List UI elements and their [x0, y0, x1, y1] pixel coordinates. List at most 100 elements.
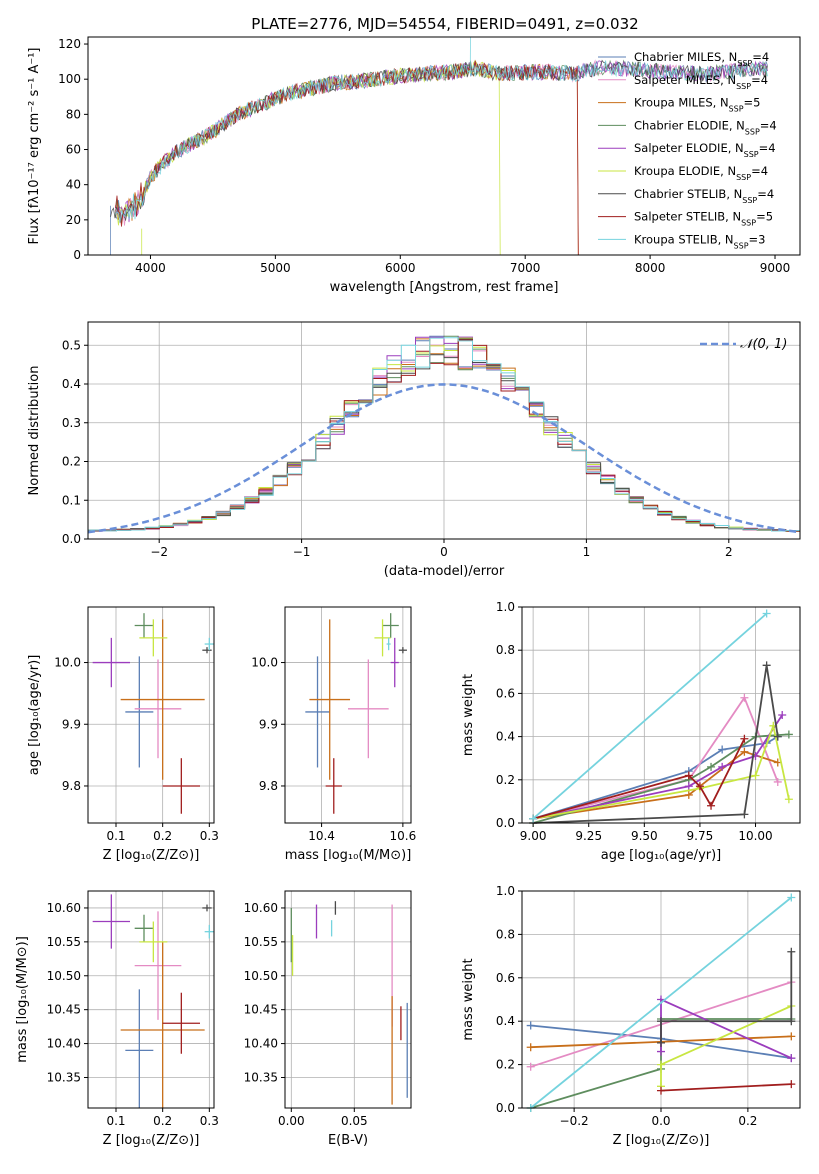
- legend: Chabrier MILES, NSSP=4 Salpeter MILES, NS…: [598, 50, 777, 250]
- data-point: [92, 894, 130, 949]
- x-tick-label: 2: [725, 545, 733, 559]
- y-tick-label: 0.2: [496, 773, 515, 787]
- weight-series: [526, 893, 796, 1112]
- x-axis-label: wavelength [Angstrom, rest frame]: [330, 280, 559, 295]
- y-tick-label: 0.8: [496, 643, 515, 657]
- data-point: [134, 613, 154, 638]
- data-point: [134, 659, 182, 759]
- x-tick-label: 9.00: [520, 829, 547, 843]
- plot-frame: [87, 890, 215, 1109]
- x-tick-label: 0.2: [153, 1114, 172, 1128]
- x-tick-label: 0.2: [153, 829, 172, 843]
- x-tick-label: 9.75: [687, 829, 714, 843]
- y-tick-label: 0.0: [496, 1101, 515, 1115]
- y-tick-label: 10.45: [47, 1003, 81, 1017]
- histograms: [88, 335, 800, 534]
- series-marker: [787, 1080, 796, 1089]
- axes: 0.1 0.2 0.3 10.35 10.40 10.45 10.50 10.55 10.60 Z…: [15, 901, 219, 1148]
- x-tick-label: 1: [583, 545, 591, 559]
- y-tick-label: 0.4: [496, 1014, 515, 1028]
- legend-label: Chabrier STELIB, NSSP=4: [634, 187, 774, 205]
- y-tick-label: 0.4: [62, 377, 81, 391]
- plot-frame: [87, 321, 801, 540]
- y-axis-label: mass [log₁₀(M/M⊙)]: [15, 936, 30, 1063]
- data-point: [120, 619, 205, 780]
- y-tick-label: 10.60: [47, 901, 81, 915]
- series-line: [660, 1083, 792, 1092]
- plot-frame: [521, 606, 801, 824]
- series-marker: [778, 711, 787, 719]
- series-marker: [707, 801, 716, 810]
- y-tick-label: 10.40: [47, 1037, 81, 1051]
- error-bars: [92, 613, 214, 814]
- panel-5: 9.00 9.25 9.50 9.75 10.00 0.0 0.2 0.4 0.6 0.8 1.0 a…: [461, 600, 801, 863]
- series-line: [530, 896, 792, 1109]
- data-point: [139, 921, 168, 963]
- x-tick-label: 8000: [635, 261, 666, 275]
- series-marker: [787, 1032, 796, 1041]
- x-tick-label: 0.1: [106, 829, 125, 843]
- plot-frame: [87, 606, 215, 824]
- series-marker: [751, 771, 760, 780]
- x-tick-label: 6000: [385, 261, 416, 275]
- x-tick-label: 0: [440, 545, 448, 559]
- x-tick-label: 0.0: [651, 1114, 670, 1128]
- series-marker: [657, 1086, 665, 1095]
- x-tick-label: 10.6: [390, 829, 417, 843]
- x-tick-label: 0.3: [200, 829, 219, 843]
- x-tick-label: 7000: [510, 261, 541, 275]
- x-tick-label: 9.50: [631, 829, 658, 843]
- series-8: [657, 1080, 796, 1095]
- data-point: [120, 941, 205, 1108]
- legend-label: Salpeter MILES, NSSP=4: [634, 73, 768, 91]
- y-axis-label: Flux [fλ10⁻¹⁷ erg cm⁻² s⁻¹ A⁻¹]: [27, 48, 42, 245]
- panel-3: 0.1 0.2 0.3 9.8 9.9 10.0 Z [log₁₀(Z/Z⊙)] age [l…: [27, 606, 219, 863]
- series-marker: [740, 693, 749, 702]
- y-tick-label: 10.50: [47, 969, 81, 983]
- panel-1: 4000 5000 6000 7000 8000 9000 0 20 40 60 80 100 120 w…: [27, 36, 801, 295]
- y-axis-label: mass weight: [461, 958, 476, 1040]
- data-point: [125, 656, 154, 768]
- x-tick-label: 0.05: [341, 1114, 368, 1128]
- series-5: [529, 711, 787, 823]
- grid-lines: [285, 891, 411, 1108]
- series-marker: [684, 782, 693, 791]
- x-tick-label: 5000: [260, 261, 291, 275]
- x-tick-label: 0.3: [200, 1114, 219, 1128]
- y-tick-label: 60: [66, 143, 81, 157]
- series-marker: [657, 1017, 665, 1026]
- x-tick-label: 4000: [135, 261, 166, 275]
- y-tick-label: 10.35: [47, 1070, 81, 1084]
- y-tick-label: 10.0: [251, 656, 278, 670]
- plot-frame: [284, 890, 412, 1109]
- error-bars: [305, 613, 407, 814]
- series-2: [529, 693, 782, 823]
- x-tick-label: 10.00: [738, 829, 772, 843]
- y-tick-label: 0.5: [62, 338, 81, 352]
- series-marker: [657, 1038, 665, 1047]
- data-point: [386, 637, 391, 651]
- legend-label: Salpeter ELODIE, NSSP=4: [634, 141, 776, 159]
- series-line: [660, 998, 792, 1059]
- x-tick-label: −1: [293, 545, 311, 559]
- x-axis-label: mass [log₁₀(M/M⊙)]: [285, 848, 412, 863]
- y-tick-label: 1.0: [496, 600, 515, 614]
- panel-8: −0.2 0.0 0.2 0.0 0.2 0.4 0.6 0.8 1.0 Z [log₁₀(Z/Z…: [461, 884, 801, 1148]
- x-tick-label: 0.2: [738, 1114, 757, 1128]
- legend-label: Salpeter STELIB, NSSP=5: [634, 210, 773, 228]
- x-axis-label: Z [log₁₀(Z/Z⊙)]: [103, 848, 200, 863]
- y-tick-label: 10.35: [244, 1070, 278, 1084]
- series-line: [532, 738, 746, 820]
- axes: −0.2 0.0 0.2 0.0 0.2 0.4 0.6 0.8 1.0 Z [log₁₀(Z/Z…: [461, 884, 757, 1148]
- series-5: [657, 995, 796, 1063]
- series-marker: [740, 810, 749, 819]
- data-point: [202, 647, 212, 654]
- y-tick-label: 0.0: [496, 816, 515, 830]
- x-tick-label: 0.1: [106, 1114, 125, 1128]
- plot-frame: [521, 890, 801, 1109]
- y-tick-label: 0.0: [62, 532, 81, 546]
- data-point: [382, 613, 399, 638]
- data-point: [309, 619, 351, 780]
- series-marker: [526, 1043, 535, 1052]
